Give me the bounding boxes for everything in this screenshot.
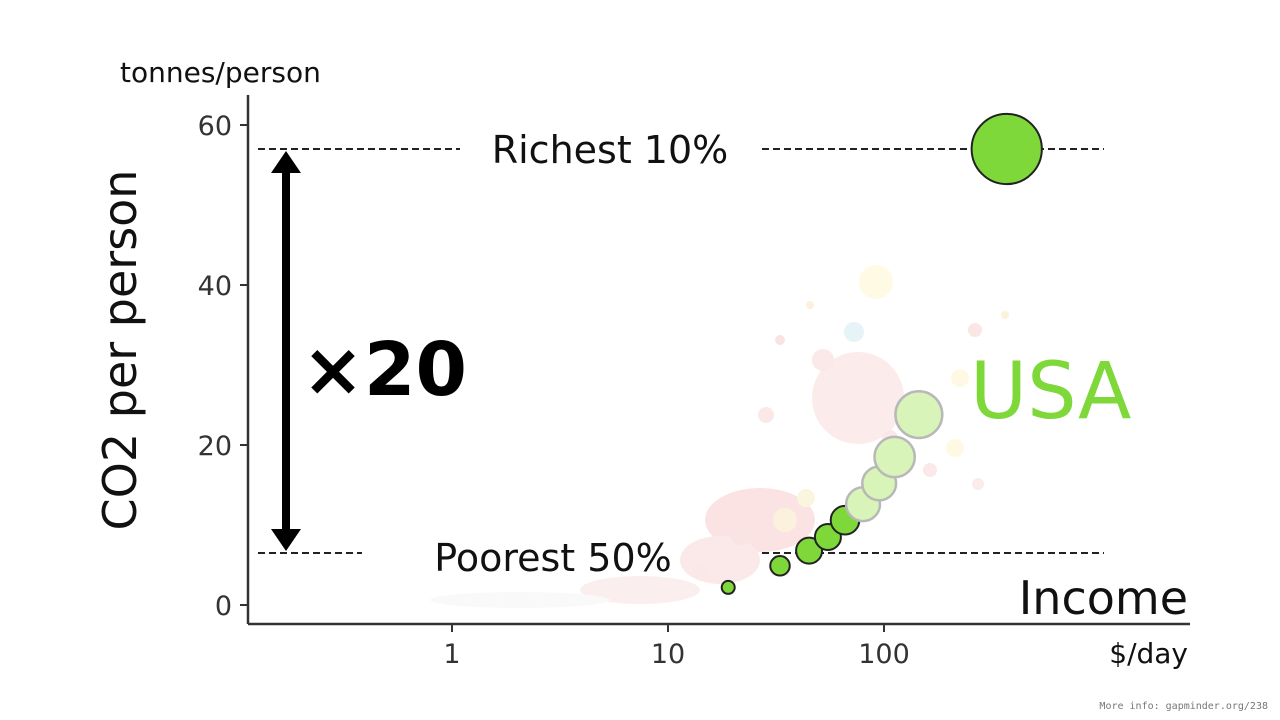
- axes: [246, 95, 1190, 626]
- background-bubbles: [430, 265, 1009, 608]
- x-axis-ticks: 1 10 100: [443, 624, 910, 670]
- footer-credit: More info: gapminder.org/238: [1099, 701, 1268, 712]
- usa-data-point: [970, 112, 1043, 186]
- y-tick-label: 60: [198, 111, 232, 142]
- y-tick-label: 0: [215, 591, 232, 622]
- x-tick-label: 100: [858, 639, 910, 670]
- double-arrow-icon: [271, 151, 301, 551]
- y-axis-ticks: 0 20 40 60: [198, 111, 248, 622]
- y-tick-label: 40: [198, 271, 232, 302]
- poorest-50-label: Poorest 50%: [434, 536, 671, 580]
- usa-series: [720, 112, 1043, 595]
- x-unit-label: $/day: [1109, 637, 1188, 670]
- richest-10-label: Richest 10%: [492, 128, 729, 172]
- usa-data-point: [873, 435, 917, 479]
- usa-data-point: [795, 536, 824, 565]
- y-axis-title: CO2 per person: [93, 170, 147, 531]
- usa-data-point: [720, 579, 736, 595]
- y-tick-label: 20: [198, 431, 232, 462]
- x-tick-label: 10: [651, 639, 685, 670]
- usa-label: USA: [970, 347, 1131, 437]
- factor-label: ×20: [302, 327, 467, 413]
- x-axis-title: Income: [1019, 571, 1188, 625]
- usa-data-point: [894, 389, 944, 440]
- x-tick-label: 1: [443, 639, 460, 670]
- y-unit-label: tonnes/person: [120, 56, 321, 89]
- usa-data-point: [769, 555, 791, 577]
